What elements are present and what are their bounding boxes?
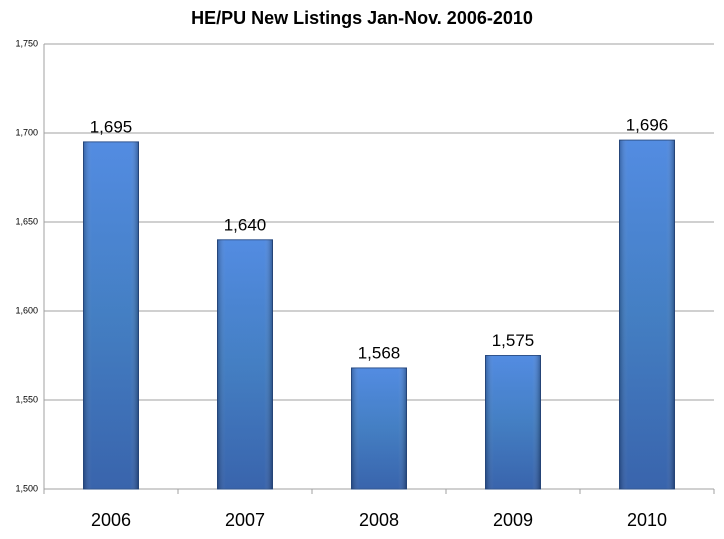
x-tick-label: 2009 — [493, 510, 533, 530]
x-tick-label: 2008 — [359, 510, 399, 530]
y-tick-label: 1,500 — [15, 483, 38, 493]
x-tick-label: 2010 — [627, 510, 667, 530]
y-tick-label: 1,550 — [15, 394, 38, 404]
bar-shade — [619, 140, 675, 489]
y-tick-label: 1,750 — [15, 38, 38, 48]
x-tick-label: 2006 — [91, 510, 131, 530]
y-tick-label: 1,600 — [15, 305, 38, 315]
y-tick-label: 1,650 — [15, 216, 38, 226]
bar-shade — [351, 367, 407, 489]
value-label: 1,575 — [492, 331, 535, 350]
y-tick-label: 1,700 — [15, 127, 38, 137]
value-label: 1,568 — [358, 343, 401, 362]
value-label: 1,640 — [224, 215, 267, 234]
value-label: 1,695 — [90, 117, 133, 136]
x-tick-label: 2007 — [225, 510, 265, 530]
value-label: 1,696 — [626, 116, 669, 135]
bar-shade — [217, 239, 273, 489]
bar-shade — [83, 141, 139, 489]
bar-shade — [485, 355, 541, 489]
chart-title: HE/PU New Listings Jan-Nov. 2006-2010 — [191, 8, 533, 28]
